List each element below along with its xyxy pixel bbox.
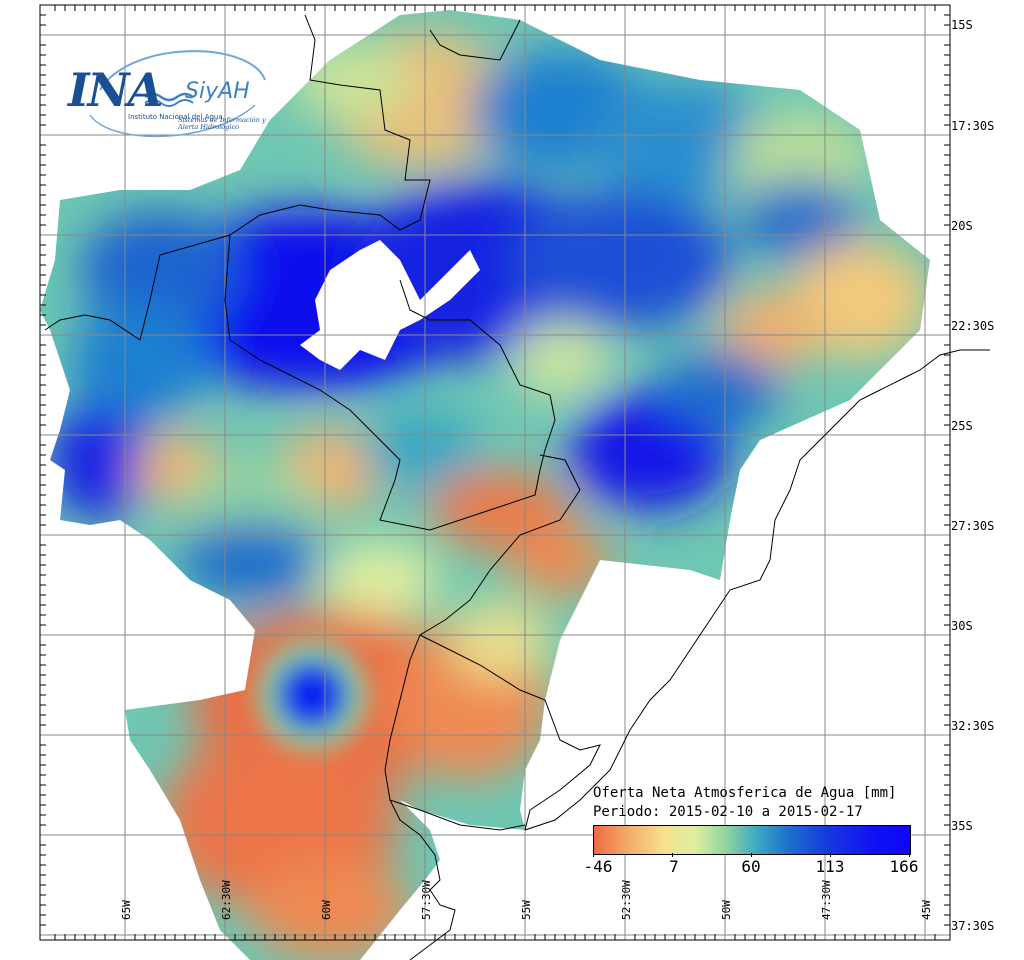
colorbar-label: 60 [741,857,761,876]
paraguay-border [224,234,556,531]
lat-label-20s: 20S [951,219,973,233]
bolivia-border [44,14,431,341]
colorbar-label: 7 [669,857,679,876]
argentina-brazil-border [384,454,581,831]
logo-siyah-text: SiyAH [185,79,250,104]
lon-label-50w: 50W [720,900,733,920]
borders [44,14,990,960]
atlantic-coastline [524,349,990,831]
legend-title: Oferta Neta Atmosferica de Agua [mm] [593,785,897,801]
grid-lines [40,5,950,940]
colorbar-label: 113 [815,857,845,876]
lat-label-27-30s: 27:30S [951,519,995,533]
lat-label-17-30s: 17:30S [951,119,995,133]
lon-label-47-30w: 47:30W [820,880,833,920]
uruguay-border [419,634,601,831]
lat-label-22-30s: 22:30S [951,319,995,333]
logo-subtitle-2: Sistemas de Información y Alerta Hidroló… [178,116,266,131]
frame-ticks [40,5,950,940]
colorbar-label-min: -46 [583,857,613,876]
colorbar-tick [672,853,673,857]
legend: Oferta Neta Atmosferica de Agua [mm] Per… [593,784,896,822]
colorbar [593,825,911,855]
logo-ina-text: INA [68,63,163,117]
legend-period: Periodo: 2015-02-10 a 2015-02-17 [593,804,863,820]
colorbar-tick [830,853,831,857]
lon-label-60w: 60W [320,900,333,920]
lat-label-35s: 35S [951,819,973,833]
lon-label-52-30w: 52:30W [620,880,633,920]
logo-swoosh-icon [89,50,266,138]
colorbar-tick [593,853,594,857]
lon-label-45w: 45W [920,900,933,920]
rio-de-la-plata [389,799,456,960]
lat-label-30s: 30S [951,619,973,633]
lat-label-37-30s: 37:30S [951,919,995,933]
colorbar-tick [751,853,752,857]
lon-label-55w: 55W [520,900,533,920]
lat-label-15s: 15S [951,18,973,32]
north-border [429,19,521,61]
colorbar-label-max: 166 [889,857,919,876]
colorbar-tick [909,853,910,857]
lat-label-32-30s: 32:30S [951,719,995,733]
lat-label-25s: 25S [951,419,973,433]
lon-label-62-30w: 62:30W [220,880,233,920]
logo-subtitle: Instituto Nacional del Agua [128,113,223,121]
ina-siyah-logo: INA SiyAH Instituto Nacional del Agua Si… [60,45,280,155]
lon-label-57-30w: 57:30W [420,880,433,920]
lon-label-65w: 65W [120,900,133,920]
